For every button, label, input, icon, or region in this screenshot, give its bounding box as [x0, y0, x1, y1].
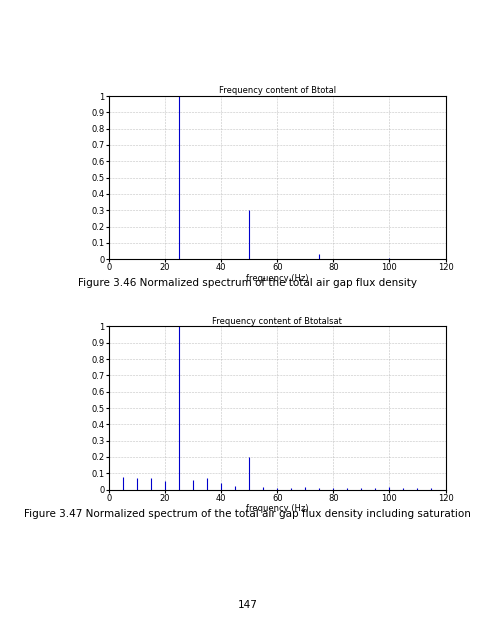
Text: Figure 3.47 Normalized spectrum of the total air gap flux density including satu: Figure 3.47 Normalized spectrum of the t… — [24, 509, 471, 519]
Title: Frequency content of Btotalsat: Frequency content of Btotalsat — [212, 317, 342, 326]
X-axis label: frequency (Hz): frequency (Hz) — [246, 274, 308, 283]
X-axis label: frequency (Hz): frequency (Hz) — [246, 504, 308, 513]
Text: Figure 3.46 Normalized spectrum of the total air gap flux density: Figure 3.46 Normalized spectrum of the t… — [78, 278, 417, 289]
Text: 147: 147 — [238, 600, 257, 610]
Title: Frequency content of Btotal: Frequency content of Btotal — [219, 86, 336, 95]
